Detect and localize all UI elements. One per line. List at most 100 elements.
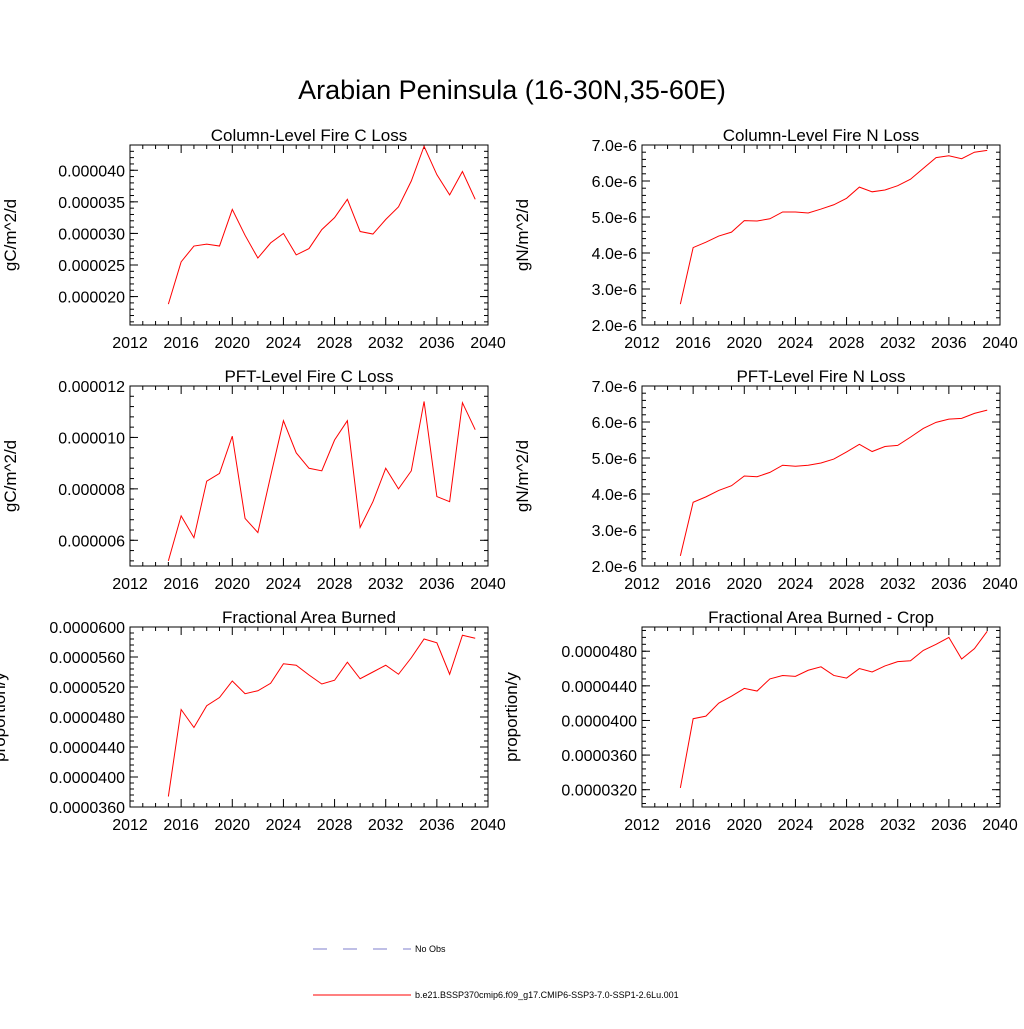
x-tick-label: 2040 — [470, 335, 506, 352]
y-axis-label: gN/m^2/d — [513, 440, 532, 512]
plot-frame — [641, 385, 1001, 567]
x-tick-label: 2012 — [624, 335, 660, 352]
x-tick-label: 2028 — [829, 817, 865, 834]
x-tick-label: 2040 — [470, 576, 506, 593]
x-tick-label: 2020 — [214, 335, 250, 352]
x-tick-label: 2028 — [829, 576, 865, 593]
plot-frame — [129, 626, 489, 808]
y-tick-label: 3.0e-6 — [592, 282, 637, 299]
x-tick-label: 2024 — [778, 576, 814, 593]
x-tick-label: 2016 — [163, 576, 199, 593]
x-tick-label: 2012 — [112, 335, 148, 352]
x-tick-label: 2040 — [982, 576, 1018, 593]
series-line — [679, 409, 988, 557]
series-line — [679, 149, 988, 305]
x-tick-label: 2012 — [624, 817, 660, 834]
y-axis-label: gN/m^2/d — [513, 199, 532, 271]
y-tick-label: 0.0000600 — [49, 620, 125, 637]
x-tick-label: 2012 — [112, 817, 148, 834]
x-tick-label: 2016 — [675, 817, 711, 834]
y-tick-label: 0.000008 — [58, 482, 125, 499]
series-line — [167, 400, 476, 561]
x-tick-label: 2024 — [266, 817, 302, 834]
y-tick-label: 0.000010 — [58, 430, 125, 447]
x-tick-label: 2028 — [317, 817, 353, 834]
y-tick-label: 0.000006 — [58, 533, 125, 550]
x-tick-label: 2036 — [931, 576, 967, 593]
x-tick-label: 2028 — [829, 335, 865, 352]
x-tick-label: 2016 — [163, 335, 199, 352]
x-tick-label: 2016 — [675, 576, 711, 593]
y-tick-label: 3.0e-6 — [592, 523, 637, 540]
x-tick-label: 2024 — [266, 576, 302, 593]
y-tick-label: 6.0e-6 — [592, 174, 637, 191]
x-tick-label: 2032 — [880, 576, 916, 593]
panel-fractional-area-burned: Fractional Area Burned proportion/y 2012 20… — [0, 608, 506, 834]
x-tick-label: 2040 — [470, 817, 506, 834]
y-tick-label: 0.000035 — [58, 195, 125, 212]
x-tick-label: 2032 — [368, 576, 404, 593]
x-tick-label: 2032 — [880, 817, 916, 834]
y-tick-label: 4.0e-6 — [592, 487, 637, 504]
y-tick-label: 0.0000400 — [49, 770, 125, 787]
y-tick-label: 6.0e-6 — [592, 415, 637, 432]
x-tick-label: 2040 — [982, 335, 1018, 352]
panel-title: Fractional Area Burned - Crop — [708, 608, 934, 627]
y-tick-label: 7.0e-6 — [592, 138, 637, 155]
x-tick-label: 2024 — [778, 335, 814, 352]
panel-pft-fire-n-loss: PFT-Level Fire N Loss gN/m^2/d 2012 2016 202… — [513, 367, 1018, 593]
panel-title: PFT-Level Fire C Loss — [224, 367, 393, 386]
y-tick-label: 0.0000480 — [49, 710, 125, 727]
y-tick-label: 0.0000520 — [49, 680, 125, 697]
y-tick-label: 0.0000320 — [561, 783, 637, 800]
y-axis-label: gC/m^2/d — [1, 440, 20, 512]
x-tick-label: 2016 — [675, 335, 711, 352]
x-tick-label: 2016 — [163, 817, 199, 834]
panel-title: Fractional Area Burned — [222, 608, 396, 627]
panel-pft-fire-c-loss: PFT-Level Fire C Loss gC/m^2/d 2012 2016 202… — [1, 367, 506, 593]
y-tick-label: 0.0000360 — [561, 748, 637, 765]
panel-column-fire-c-loss: Column-Level Fire C Loss gC/m^2/d 2012 2016… — [1, 126, 506, 352]
plot-frame — [641, 626, 1001, 808]
panels: Column-Level Fire C Loss gC/m^2/d 2012 2016… — [0, 126, 1018, 834]
series-line — [679, 631, 988, 789]
y-tick-label: 7.0e-6 — [592, 379, 637, 396]
y-tick-label: 0.000012 — [58, 379, 125, 396]
y-tick-label: 4.0e-6 — [592, 246, 637, 263]
legend-no-obs-label: No Obs — [415, 944, 446, 954]
x-tick-label: 2036 — [419, 335, 455, 352]
panel-column-fire-n-loss: Column-Level Fire N Loss gN/m^2/d 2012 2016… — [513, 126, 1018, 352]
y-tick-label: 5.0e-6 — [592, 451, 637, 468]
x-tick-label: 2020 — [726, 576, 762, 593]
x-tick-label: 2012 — [624, 576, 660, 593]
series-line — [167, 144, 476, 305]
x-tick-label: 2036 — [419, 576, 455, 593]
y-tick-label: 0.0000360 — [49, 800, 125, 817]
x-tick-label: 2012 — [112, 576, 148, 593]
x-tick-label: 2036 — [931, 817, 967, 834]
y-tick-label: 0.000030 — [58, 226, 125, 243]
y-tick-label: 0.0000400 — [561, 713, 637, 730]
x-tick-label: 2036 — [931, 335, 967, 352]
y-tick-label: 0.0000480 — [561, 644, 637, 661]
plot-frame — [129, 144, 489, 326]
panel-title: PFT-Level Fire N Loss — [736, 367, 905, 386]
y-tick-label: 0.0000440 — [561, 679, 637, 696]
y-tick-label: 0.000040 — [58, 163, 125, 180]
x-tick-label: 2020 — [214, 576, 250, 593]
x-tick-label: 2020 — [726, 817, 762, 834]
y-axis-label: proportion/y — [502, 672, 521, 762]
y-tick-label: 2.0e-6 — [592, 559, 637, 576]
y-tick-label: 0.0000440 — [49, 740, 125, 757]
x-tick-label: 2024 — [778, 817, 814, 834]
x-tick-label: 2020 — [726, 335, 762, 352]
x-tick-label: 2040 — [982, 817, 1018, 834]
x-tick-label: 2020 — [214, 817, 250, 834]
x-tick-label: 2028 — [317, 335, 353, 352]
series-line — [167, 634, 476, 797]
x-tick-label: 2032 — [880, 335, 916, 352]
x-tick-label: 2024 — [266, 335, 302, 352]
y-tick-label: 2.0e-6 — [592, 318, 637, 335]
plot-frame — [641, 144, 1001, 326]
